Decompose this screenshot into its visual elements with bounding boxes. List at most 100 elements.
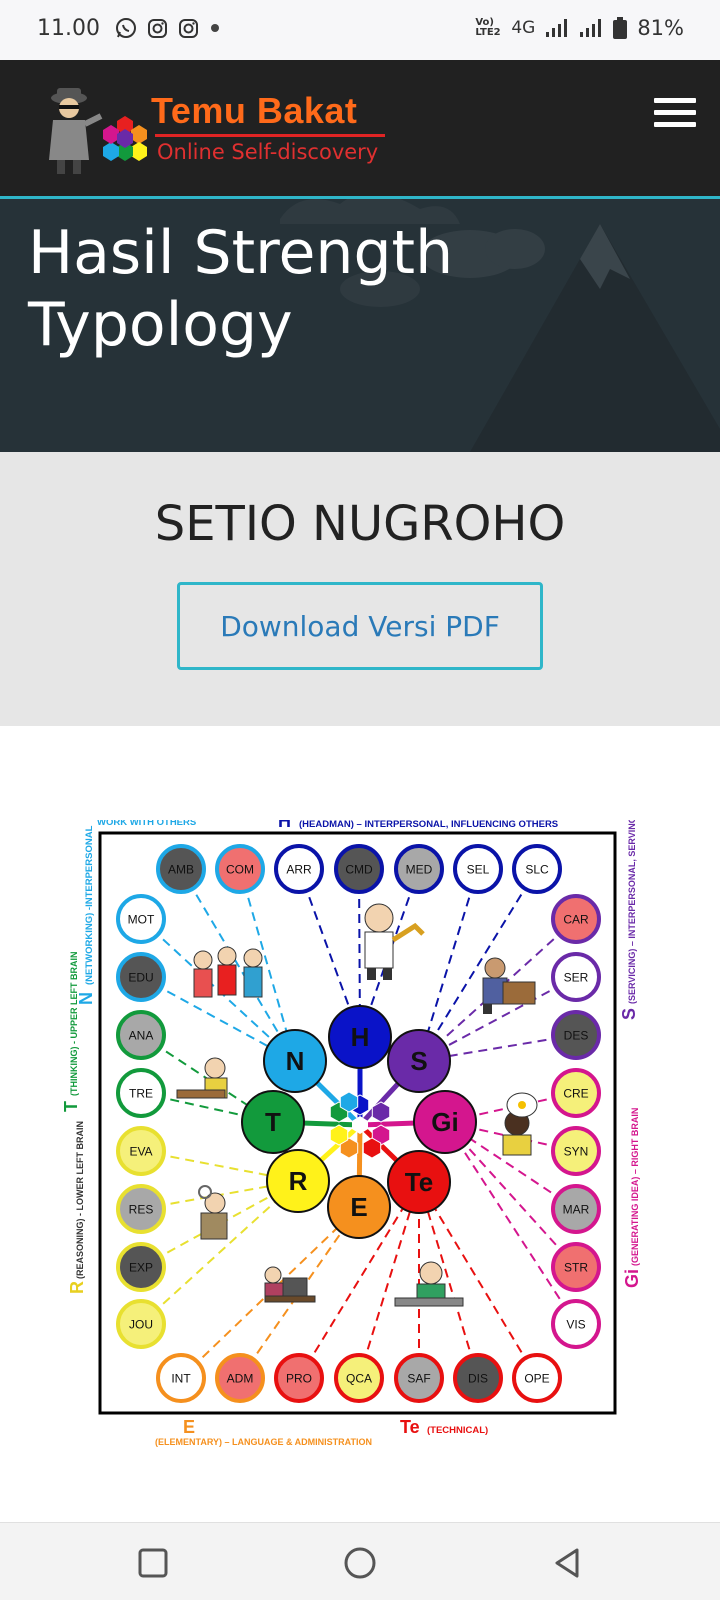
skill-node-label: INT <box>171 1372 191 1386</box>
category-node-label: N <box>286 1046 305 1076</box>
te-letter: Te <box>400 1417 420 1437</box>
skill-node-str[interactable]: STR <box>553 1244 599 1290</box>
dot-icon <box>209 22 221 34</box>
menu-button[interactable] <box>654 98 696 130</box>
skill-node-sel[interactable]: SEL <box>455 846 501 892</box>
skill-node-label: DIS <box>468 1372 488 1386</box>
category-node-label: H <box>351 1022 370 1052</box>
skill-node-label: JOU <box>129 1318 153 1332</box>
skill-node-com[interactable]: COM <box>217 846 263 892</box>
detective-mascot-icon <box>45 86 105 178</box>
notification-icons <box>115 17 221 39</box>
work-with-others-label: WORK WITH OTHERS <box>97 820 196 828</box>
signal-icon <box>545 18 569 38</box>
e-axis-label: (ELEMENTARY) – LANGUAGE & ADMINISTRATION <box>155 1437 372 1447</box>
category-node-label: Te <box>405 1167 433 1197</box>
skill-node-amb[interactable]: AMB <box>158 846 204 892</box>
category-node-r[interactable]: R <box>267 1150 329 1212</box>
group-people-illustration <box>194 947 262 997</box>
skill-node-label: SAF <box>407 1372 430 1386</box>
t-letter: T <box>61 1101 81 1112</box>
brand-title: Temu Bakat <box>151 90 357 132</box>
category-node-e[interactable]: E <box>328 1176 390 1238</box>
skill-node-label: ANA <box>129 1029 154 1043</box>
te-axis-label: (TECHNICAL) <box>427 1425 488 1436</box>
skill-node-cre[interactable]: CRE <box>553 1070 599 1116</box>
skill-node-syn[interactable]: SYN <box>553 1128 599 1174</box>
back-button[interactable] <box>545 1541 589 1585</box>
skill-node-res[interactable]: RES <box>118 1186 164 1232</box>
category-node-s[interactable]: S <box>388 1030 450 1092</box>
skill-node-ana[interactable]: ANA <box>118 1012 164 1058</box>
skill-node-exp[interactable]: EXP <box>118 1244 164 1290</box>
status-bar: 11.00 Vo) LTE2 4G 81% <box>0 0 720 60</box>
category-node-label: T <box>265 1107 281 1137</box>
skill-node-label: MOT <box>128 913 155 927</box>
category-node-t[interactable]: T <box>242 1091 304 1153</box>
skill-node-label: QCA <box>346 1372 372 1386</box>
skill-node-adm[interactable]: ADM <box>217 1355 263 1401</box>
skill-node-car[interactable]: CAR <box>553 896 599 942</box>
skill-node-label: MAR <box>563 1203 590 1217</box>
skill-node-label: MED <box>406 863 433 877</box>
status-time: 11.00 <box>37 16 100 41</box>
h-axis-label: (HEADMAN) – INTERPERSONAL, INFLUENCING O… <box>299 820 558 830</box>
skill-node-qca[interactable]: QCA <box>336 1355 382 1401</box>
battery-level: 81% <box>637 16 684 40</box>
skill-node-label: SYN <box>564 1145 589 1159</box>
category-node-gi[interactable]: Gi <box>414 1091 476 1153</box>
skill-node-int[interactable]: INT <box>158 1355 204 1401</box>
skill-node-mar[interactable]: MAR <box>553 1186 599 1232</box>
volte-label: Vo) LTE2 <box>475 18 501 38</box>
skill-node-ser[interactable]: SER <box>553 954 599 1000</box>
skill-node-pro[interactable]: PRO <box>276 1355 322 1401</box>
skill-node-jou[interactable]: JOU <box>118 1301 164 1347</box>
category-node-h[interactable]: H <box>329 1006 391 1068</box>
skill-node-des[interactable]: DES <box>553 1012 599 1058</box>
status-right: Vo) LTE2 4G 81% <box>475 16 684 40</box>
skill-node-label: CRE <box>563 1087 588 1101</box>
skill-node-saf[interactable]: SAF <box>396 1355 442 1401</box>
site-logo[interactable]: Temu Bakat Online Self-discovery <box>45 82 395 177</box>
skill-node-ope[interactable]: OPE <box>514 1355 560 1401</box>
h-letter: H <box>278 820 291 831</box>
skill-node-eva[interactable]: EVA <box>118 1128 164 1174</box>
skill-node-label: TRE <box>129 1087 153 1101</box>
skill-node-label: EDU <box>128 971 153 985</box>
battery-icon <box>613 17 627 39</box>
skill-node-edu[interactable]: EDU <box>118 954 164 1000</box>
gi-letter: Gi <box>622 1269 642 1288</box>
system-nav-bar <box>0 1522 720 1600</box>
skill-node-dis[interactable]: DIS <box>455 1355 501 1401</box>
result-header: SETIO NUGROHO Download Versi PDF <box>0 452 720 726</box>
category-node-n[interactable]: N <box>264 1030 326 1092</box>
skill-node-label: AMB <box>168 863 194 877</box>
skill-node-label: SLC <box>525 863 549 877</box>
home-button[interactable] <box>338 1541 382 1585</box>
recents-button[interactable] <box>131 1541 175 1585</box>
skill-node-label: VIS <box>566 1318 585 1332</box>
skill-node-med[interactable]: MED <box>396 846 442 892</box>
menu-bar-icon <box>654 110 696 115</box>
skill-node-label: OPE <box>524 1372 549 1386</box>
hub-hexagon <box>330 1125 347 1145</box>
center-hub: HSGi Te ERT N <box>242 1006 476 1238</box>
skill-node-label: STR <box>564 1261 588 1275</box>
category-node-te[interactable]: Te <box>388 1151 450 1213</box>
download-pdf-button[interactable]: Download Versi PDF <box>177 582 543 670</box>
skill-node-label: SEL <box>467 863 490 877</box>
skill-node-tre[interactable]: TRE <box>118 1070 164 1116</box>
skill-node-vis[interactable]: VIS <box>553 1301 599 1347</box>
category-node-label: R <box>289 1166 308 1196</box>
skill-node-arr[interactable]: ARR <box>276 846 322 892</box>
skill-node-cmd[interactable]: CMD <box>336 846 382 892</box>
whatsapp-icon <box>115 17 137 39</box>
net-type-label: 4G <box>511 18 535 38</box>
skill-node-mot[interactable]: MOT <box>118 896 164 942</box>
menu-bar-icon <box>654 98 696 103</box>
s-letter: S <box>619 1008 639 1020</box>
e-letter: E <box>183 1417 195 1437</box>
t-axis-label: (THINKING) - UPPER LEFT BRAIN <box>69 952 79 1097</box>
skill-node-slc[interactable]: SLC <box>514 846 560 892</box>
